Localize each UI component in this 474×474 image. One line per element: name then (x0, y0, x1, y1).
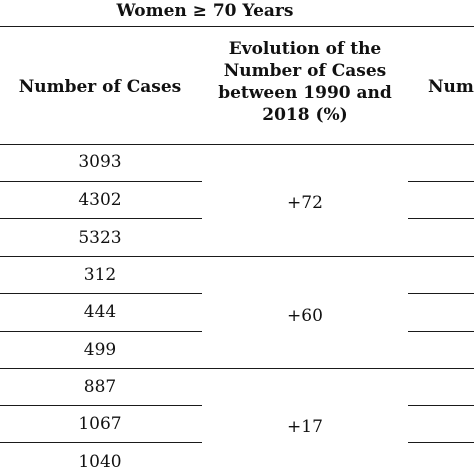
cases-cell: 4302 (0, 189, 200, 211)
header-evolution-line: Evolution of the (205, 38, 405, 60)
evolution-cell: +60 (205, 305, 405, 327)
title-divider (0, 26, 474, 27)
row-divider (0, 293, 202, 294)
row-divider (0, 442, 202, 443)
group-divider (0, 256, 474, 257)
evolution-cell: +17 (205, 416, 405, 438)
next-column-divider (408, 405, 474, 406)
cases-cell: 1040 (0, 451, 200, 473)
row-divider (0, 181, 202, 182)
header-evolution-line: between 1990 and (205, 82, 405, 104)
group-title: Women ≥ 70 Years (0, 0, 410, 22)
header-evolution: Evolution of the Number of Cases between… (205, 38, 405, 126)
evolution-cell: +72 (205, 192, 405, 214)
row-divider (0, 218, 202, 219)
next-column-divider (408, 293, 474, 294)
cases-cell: 444 (0, 301, 200, 323)
header-evolution-line: 2018 (%) (205, 104, 405, 126)
header-divider (0, 144, 474, 145)
header-evolution-line: Number of Cases (205, 60, 405, 82)
group-divider (0, 368, 474, 369)
cases-cell: 5323 (0, 227, 200, 249)
cases-cell: 3093 (0, 151, 200, 173)
cases-cell: 887 (0, 376, 200, 398)
header-number-of-cases: Number of Cases (0, 76, 200, 98)
next-column-divider (408, 181, 474, 182)
cases-cell: 499 (0, 339, 200, 361)
next-column-divider (408, 442, 474, 443)
row-divider (0, 331, 202, 332)
cases-cell: 1067 (0, 413, 200, 435)
cases-cell: 312 (0, 264, 200, 286)
next-column-divider (408, 218, 474, 219)
row-divider (0, 405, 202, 406)
next-column-divider (408, 331, 474, 332)
header-next-column-partial: Num (428, 76, 474, 98)
